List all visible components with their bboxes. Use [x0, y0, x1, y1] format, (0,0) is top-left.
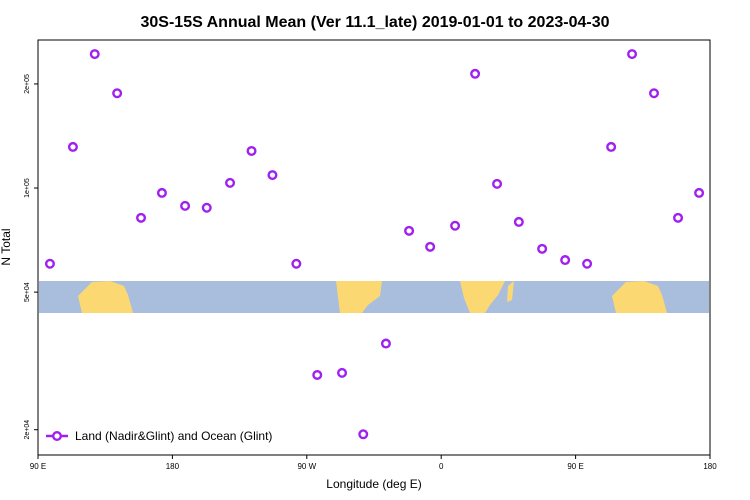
- data-point: [513, 216, 524, 227]
- y-tick-label: 1e+05: [24, 178, 31, 198]
- data-point: [337, 367, 348, 378]
- data-point: [606, 141, 617, 152]
- data-point: [380, 338, 391, 349]
- data-point: [694, 187, 705, 198]
- x-tick-label: 90 E: [30, 462, 46, 471]
- data-point: [470, 68, 481, 79]
- data-point: [201, 202, 212, 213]
- data-point: [180, 200, 191, 211]
- data-point: [649, 88, 660, 99]
- y-axis-label: N Total: [0, 228, 13, 265]
- data-point: [225, 177, 236, 188]
- y-tick-label: 5e+04: [24, 282, 31, 302]
- data-point: [582, 258, 593, 269]
- x-axis-label: Longitude (deg E): [326, 477, 421, 491]
- data-point: [312, 369, 323, 380]
- x-tick-label: 90 E: [567, 462, 583, 471]
- data-point: [673, 212, 684, 223]
- data-point: [44, 258, 55, 269]
- data-point: [89, 49, 100, 60]
- data-point: [156, 187, 167, 198]
- data-point: [136, 212, 147, 223]
- plot-frame: [37, 39, 711, 456]
- y-tick-label: 2e+04: [24, 420, 31, 440]
- data-point: [67, 141, 78, 152]
- chart-title: 30S-15S Annual Mean (Ver 11.1_late) 2019…: [141, 14, 610, 31]
- data-point: [404, 225, 415, 236]
- data-point: [492, 178, 503, 189]
- x-tick-label: 180: [703, 462, 717, 471]
- data-point: [450, 220, 461, 231]
- x-tick-label: 0: [439, 462, 444, 471]
- data-point: [560, 255, 571, 266]
- x-tick-label: 90 W: [297, 462, 316, 471]
- y-tick-label: 2e+05: [24, 74, 31, 94]
- legend-label: Land (Nadir&Glint) and Ocean (Glint): [75, 429, 272, 443]
- data-point: [291, 258, 302, 269]
- data-point: [425, 241, 436, 252]
- map-band: [39, 281, 709, 313]
- data-point: [358, 429, 369, 440]
- data-point: [246, 145, 257, 156]
- data-point: [112, 88, 123, 99]
- data-point: [537, 243, 548, 254]
- legend-marker: [52, 431, 63, 442]
- x-tick-label: 180: [166, 462, 180, 471]
- data-point: [267, 170, 278, 181]
- legend: Land (Nadir&Glint) and Ocean (Glint): [46, 429, 272, 443]
- data-point: [627, 49, 638, 60]
